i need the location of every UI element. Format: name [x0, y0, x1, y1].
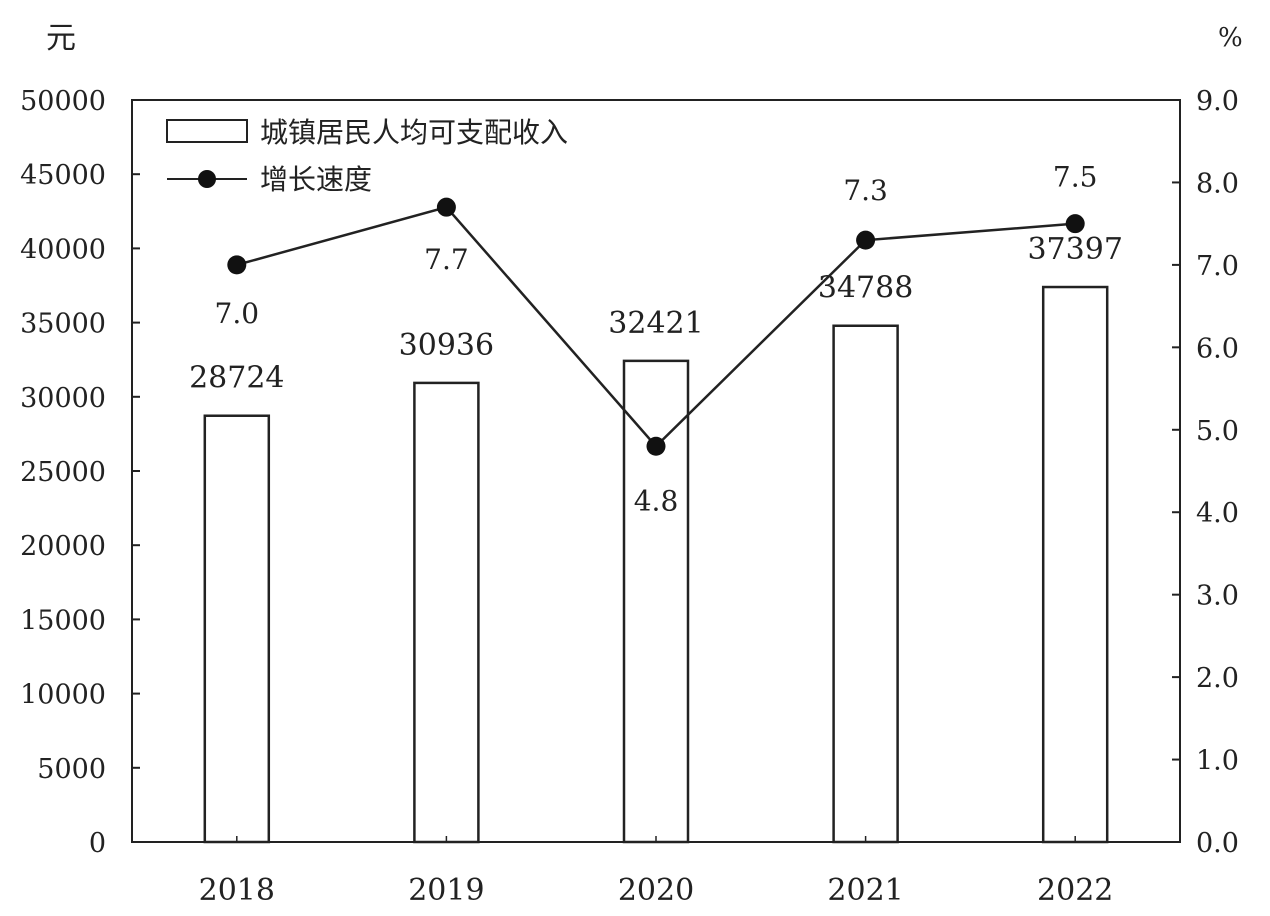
- left-tick-label: 10000: [20, 680, 106, 711]
- bar: [203, 414, 271, 844]
- right-tick-label: 8.0: [1196, 168, 1239, 199]
- left-tick-label: 50000: [20, 86, 106, 117]
- x-tick-label: 2020: [618, 873, 694, 908]
- right-tick-label: 5.0: [1196, 416, 1239, 447]
- left-axis: 0 5000 10000 15000 20000 25000 30000 35000 40000…: [20, 86, 140, 859]
- bar-value-label: 32421: [608, 306, 703, 341]
- left-tick-label: 5000: [37, 754, 106, 785]
- line-point: [436, 197, 456, 217]
- bar-value-label: 34788: [818, 271, 913, 306]
- bar: [413, 381, 480, 844]
- line-value-labels: 7.0 7.7 4.8 7.3 7.5: [215, 161, 1098, 518]
- legend-line-label: 增长速度: [260, 163, 372, 196]
- line-point: [646, 436, 666, 456]
- x-tick-label: 2018: [199, 873, 275, 908]
- left-axis-unit: 元: [46, 21, 76, 56]
- bar: [1041, 285, 1109, 844]
- bar-value-labels: 28724 30936 32421 34788 37397: [189, 232, 1123, 396]
- x-axis-labels: 2018 2019 2020 2021 2022: [199, 836, 1113, 908]
- line-value-label: 7.0: [215, 297, 260, 330]
- right-tick-label: 3.0: [1196, 581, 1239, 612]
- line-point: [227, 255, 247, 275]
- left-tick-label: 25000: [20, 457, 106, 488]
- right-tick-label: 7.0: [1196, 251, 1239, 282]
- right-axis: 0.0 1.0 2.0 3.0 4.0 5.0 6.0 7.0 8.0 9.0: [1172, 86, 1239, 859]
- left-tick-label: 15000: [20, 605, 106, 636]
- left-tick-label: 35000: [20, 309, 106, 340]
- bar-value-label: 28724: [189, 361, 284, 396]
- left-tick-label: 45000: [20, 160, 106, 191]
- line-point: [1065, 214, 1085, 234]
- right-tick-label: 6.0: [1196, 333, 1239, 364]
- line-value-label: 7.3: [843, 174, 888, 207]
- right-tick-label: 0.0: [1196, 828, 1239, 859]
- left-tick-label: 40000: [20, 234, 106, 265]
- line-point: [856, 230, 876, 250]
- left-tick-label: 30000: [20, 383, 106, 414]
- bar: [832, 324, 899, 844]
- legend-line-marker: [198, 170, 216, 188]
- x-tick-label: 2019: [408, 873, 484, 908]
- line-series: [227, 197, 1085, 456]
- bar: [622, 359, 690, 844]
- legend-bar-swatch: [166, 119, 248, 143]
- x-tick-label: 2022: [1037, 873, 1113, 908]
- right-tick-label: 9.0: [1196, 86, 1239, 117]
- x-tick-label: 2021: [827, 873, 903, 908]
- line-value-label: 7.5: [1053, 161, 1098, 194]
- legend-bar-label: 城镇居民人均可支配收入: [260, 116, 568, 149]
- line-value-label: 4.8: [634, 484, 679, 517]
- bar-value-label: 37397: [1027, 232, 1122, 267]
- legend: 城镇居民人均可支配收入 增长速度: [166, 116, 568, 196]
- bar-series: [203, 285, 1109, 844]
- right-tick-label: 2.0: [1196, 663, 1239, 694]
- right-tick-label: 4.0: [1196, 498, 1239, 529]
- bar-value-label: 30936: [399, 328, 494, 363]
- left-tick-label: 0: [89, 828, 106, 859]
- right-tick-label: 1.0: [1196, 746, 1239, 777]
- right-axis-unit: %: [1218, 23, 1243, 53]
- line-value-label: 7.7: [424, 243, 469, 276]
- left-tick-label: 20000: [20, 531, 106, 562]
